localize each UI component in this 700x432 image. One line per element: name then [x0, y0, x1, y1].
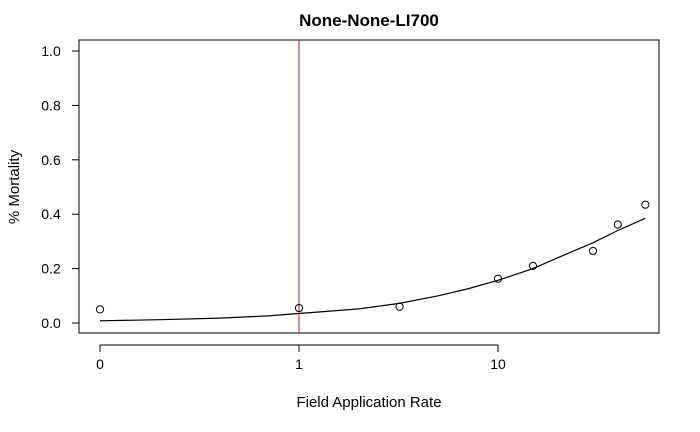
y-axis-label: % Mortality: [6, 149, 23, 224]
y-tick-label: 1.0: [41, 43, 61, 59]
x-tick-label: 10: [490, 356, 506, 372]
y-tick-label: 0.8: [41, 97, 61, 113]
y-tick-label: 0.6: [41, 152, 61, 168]
x-axis-label: Field Application Rate: [296, 394, 441, 411]
data-point: [588, 246, 598, 256]
data-point: [395, 302, 404, 311]
y-tick-label: 0.4: [41, 206, 61, 222]
fit-curve: [99, 217, 646, 322]
data-point: [95, 305, 105, 314]
x-axis: 0 1 10: [96, 344, 506, 372]
data-point: [613, 220, 622, 229]
chart-title: None-None-LI700: [299, 11, 439, 30]
data-points: [95, 200, 650, 314]
y-tick-label: 0.2: [41, 261, 61, 277]
x-tick-label: 1: [295, 356, 303, 372]
plot-area: [78, 39, 660, 334]
x-tick-label: 0: [96, 356, 104, 372]
data-point: [294, 303, 304, 313]
data-point: [493, 274, 503, 283]
y-axis: 0.0 0.2 0.4 0.6 0.8 1.0: [41, 43, 80, 331]
data-point: [528, 261, 538, 270]
y-tick-label: 0.0: [41, 315, 61, 331]
data-point: [641, 200, 650, 209]
